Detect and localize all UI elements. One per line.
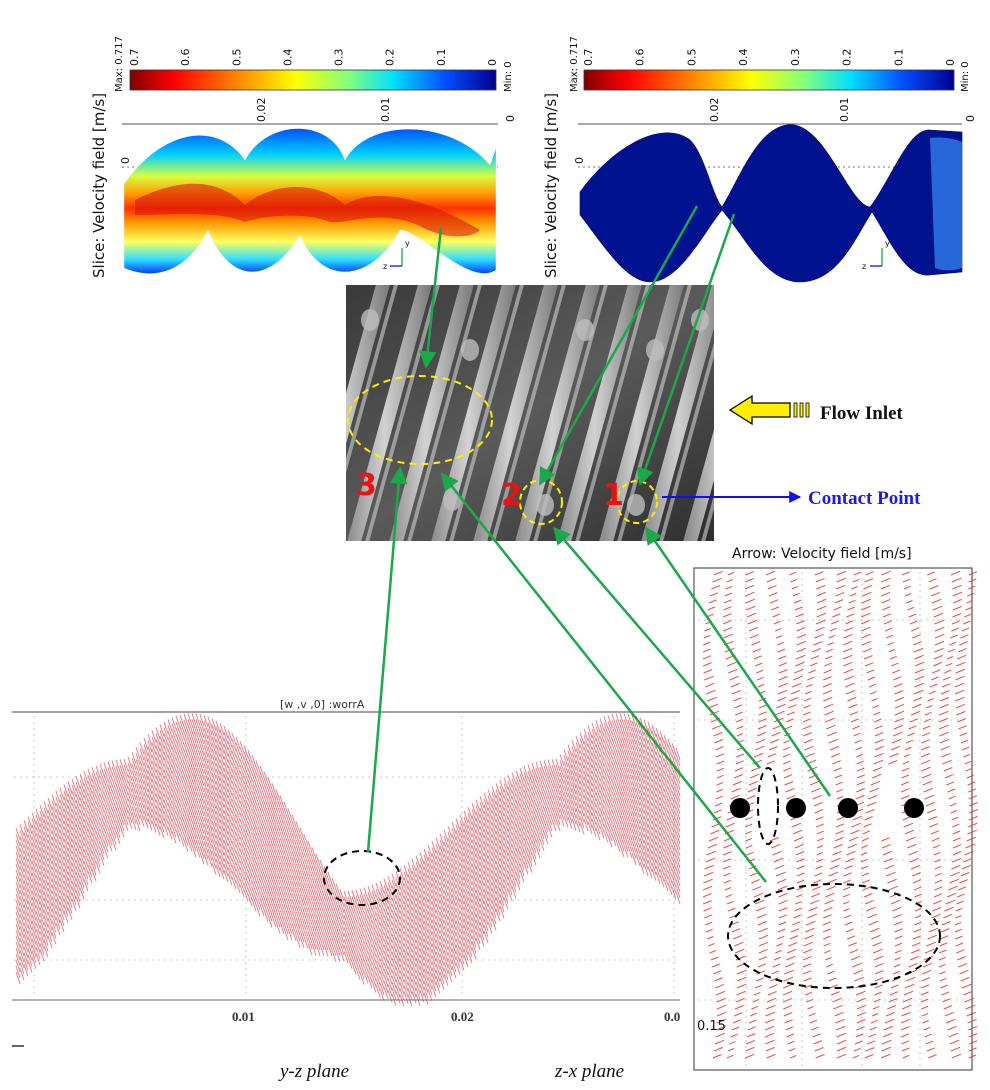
left-slice-max-label: Max: 0.717: [114, 36, 125, 92]
right-axis-tick-1: 0.01: [838, 98, 851, 123]
left-scale-tick-5: 0.2: [384, 49, 397, 67]
arrow-left-slice-to-region-3: [418, 227, 443, 369]
right-slice-title: Slice: Velocity field [m/s]: [542, 93, 560, 278]
zx-ellipse-large: [727, 883, 941, 989]
right-scale-tick-3: 0.4: [737, 49, 750, 67]
zx-tick-label: 0.15: [697, 1019, 726, 1034]
left-axis-ticks: 0.02 0.01 0: [255, 98, 517, 123]
right-scale-tick-4: 0.3: [789, 49, 802, 67]
zx-ellipse-small: [757, 767, 779, 845]
right-scale-tick-7: 0: [944, 59, 957, 66]
region-ellipse-3: [347, 375, 493, 465]
left-zero-label: 0: [119, 157, 132, 164]
arrow-zx-large-to-region-3: [440, 472, 767, 883]
left-scale-tick-1: 0.6: [179, 49, 192, 67]
left-axis-triad: y z: [383, 239, 410, 271]
yz-ellipse: [323, 850, 401, 906]
marker-1: 1: [603, 478, 624, 513]
left-slice-panel: Slice: Velocity field [m/s] Max: 0.717 0…: [90, 36, 517, 278]
right-scale-tick-0: 0.7: [582, 49, 595, 67]
photo-filaments: [346, 285, 714, 541]
marker-3: 3: [356, 468, 377, 503]
left-triad-z: z: [383, 262, 387, 271]
left-scale-tick-7: 0: [486, 59, 499, 66]
right-colorbar: [583, 69, 955, 91]
caption-zx-plane: z-x plane: [554, 1061, 624, 1082]
right-light-region: [930, 137, 962, 271]
connector-arrows: [366, 205, 832, 883]
contact-dot-1: [730, 798, 750, 818]
zx-arrow-plot: Arrow: Velocity field [m/s] 0.15: [693, 546, 978, 1071]
contact-dot-3: [838, 798, 858, 818]
right-zero-label: 0: [573, 157, 586, 164]
right-axis-triad: y z: [862, 239, 890, 271]
arrow-yz-to-region-3: [366, 466, 408, 853]
right-axis-ticks: 0.02 0.01 0: [708, 98, 977, 123]
right-triad-y: y: [885, 239, 890, 248]
left-triad-y: y: [405, 239, 410, 248]
right-velocity-slice: [579, 124, 963, 283]
yz-plot-title: [w ,v ,0] :worrA: [280, 698, 365, 711]
yz-tick-3: 0.0: [664, 1009, 680, 1024]
flow-inlet-annotation: Flow Inlet: [728, 394, 904, 426]
right-scale-tick-1: 0.6: [634, 49, 647, 67]
left-colorbar-ticks: 0.7 0.6 0.5 0.4 0.3 0.2 0.1 0: [128, 49, 499, 67]
left-slice-min-label: Min: 0: [503, 61, 514, 92]
left-axis-tick-2: 0: [504, 115, 517, 122]
flow-inlet-arrow: [728, 394, 791, 426]
right-slice-panel: Slice: Velocity field [m/s] Max: 0.717 0…: [542, 36, 977, 283]
right-scale-tick-5: 0.2: [841, 49, 854, 67]
right-colorbar-ticks: 0.7 0.6 0.5 0.4 0.3 0.2 0.1 0: [582, 49, 957, 67]
arrow-zx-small-to-point-2: [552, 526, 761, 769]
yz-vector-field: [15, 713, 681, 1007]
left-axis-tick-0: 0.02: [255, 98, 268, 123]
caption-yz-plane: y-z plane: [278, 1061, 349, 1082]
zx-grid: [698, 572, 968, 1066]
contact-dot-4: [904, 798, 924, 818]
zx-vector-field: [702, 570, 978, 1059]
right-scale-tick-2: 0.5: [685, 49, 698, 67]
contact-point-label: Contact Point: [808, 488, 921, 509]
right-scale-tick-6: 0.1: [892, 49, 905, 67]
left-axis-tick-1: 0.01: [379, 98, 392, 123]
left-scale-tick-0: 0.7: [128, 49, 141, 67]
left-hot-core: [135, 183, 480, 237]
left-scale-tick-4: 0.3: [333, 49, 346, 67]
left-scale-tick-3: 0.4: [281, 49, 294, 67]
contact-point-annotation: Contact Point: [662, 488, 921, 509]
spacer-photo: 3 2 1: [346, 285, 714, 541]
left-slice-title: Slice: Velocity field [m/s]: [90, 93, 108, 278]
yz-tick-2: 0.02: [451, 1009, 474, 1024]
zx-plot-title: Arrow: Velocity field [m/s]: [732, 546, 912, 562]
right-slice-min-label: Min: 0: [960, 61, 971, 92]
yz-tick-1: 0.01: [232, 1009, 255, 1024]
right-triad-z: z: [862, 262, 866, 271]
yz-grid: [14, 716, 678, 996]
flow-inlet-label: Flow Inlet: [820, 403, 904, 424]
arrow-right-slice-to-point-2: [538, 205, 699, 486]
arrow-zx-dot-to-point-1: [644, 526, 832, 797]
right-slice-max-label: Max: 0.717: [569, 36, 580, 92]
left-scale-tick-2: 0.5: [230, 49, 243, 67]
left-colorbar: [129, 69, 497, 91]
yz-arrow-plot: [w ,v ,0] :worrA 0.01 0.02 0.0: [12, 698, 681, 1047]
right-axis-tick-0: 0.02: [708, 98, 721, 123]
left-scale-tick-6: 0.1: [435, 49, 448, 67]
contact-dots: [730, 798, 924, 818]
contact-dot-2: [786, 798, 806, 818]
arrow-right-slice-to-point-1: [636, 213, 736, 486]
marker-2: 2: [501, 478, 522, 513]
right-axis-tick-2: 0: [964, 115, 977, 122]
